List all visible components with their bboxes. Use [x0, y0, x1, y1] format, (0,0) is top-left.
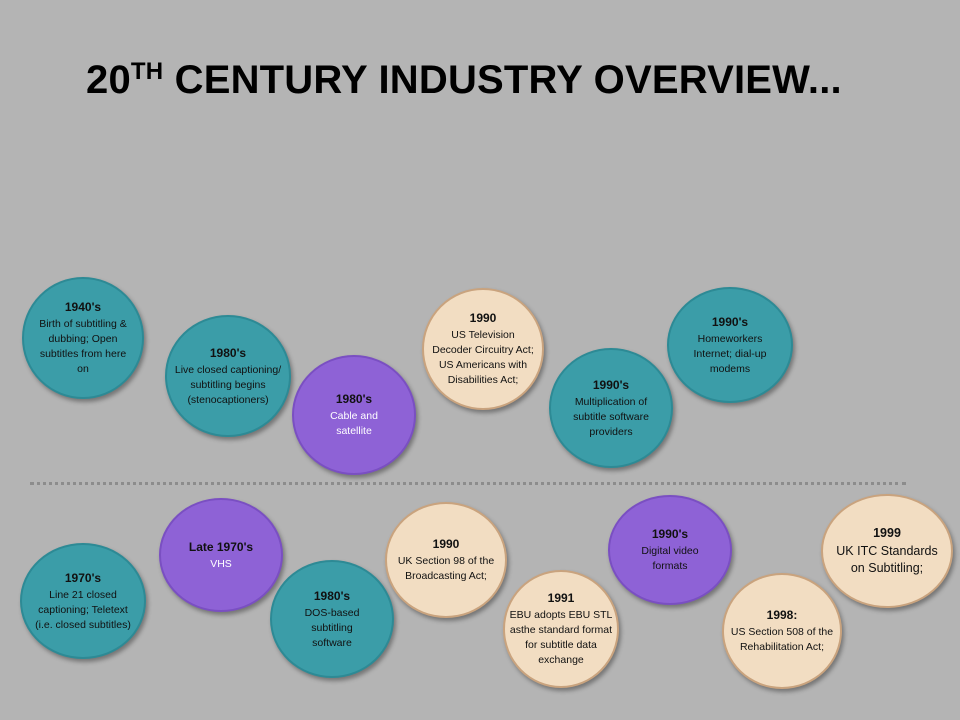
bubble-1980s-live-captioning: 1980's Live closed captioning/ subtitlin… — [165, 315, 291, 437]
bubble-1990s-digital-video: 1990's Digital video formats — [608, 495, 732, 605]
bubble-desc: Line 21 closed captioning; Teletext (i.e… — [35, 588, 131, 631]
bubble-desc: Homeworkers Internet; dial-up modems — [693, 332, 767, 375]
bubble-year: 1990's — [592, 377, 630, 392]
bubble-desc: VHS — [210, 557, 232, 570]
title-superscript: TH — [130, 58, 164, 85]
title-main: 20 — [86, 58, 131, 102]
bubble-desc: US Television Decoder Circuitry Act; US … — [432, 329, 534, 386]
bubble-1970s: 1970's Line 21 closed captioning; Telete… — [20, 543, 146, 659]
bubble-year: 1999 — [873, 526, 901, 540]
bubble-year: 1998: — [766, 608, 798, 622]
bubble-1991-ebu-stl: 1991 EBU adopts EBU STL asthe standard f… — [503, 570, 619, 688]
bubble-year: 1980's — [313, 588, 351, 603]
bubble-year: 1980's — [335, 392, 373, 406]
bubble-desc: UK Section 98 of the Broadcasting Act; — [397, 555, 495, 582]
bubble-1990s-software-providers: 1990's Multiplication of subtitle softwa… — [549, 348, 673, 468]
bubble-year: 1991 — [547, 591, 575, 605]
bubble-desc: Live closed captioning/ subtitling begin… — [174, 363, 282, 406]
bubble-desc: Digital video formats — [641, 545, 699, 572]
bubble-desc: EBU adopts EBU STL asthe standard format… — [509, 609, 613, 666]
bubble-1998-section-508: 1998: US Section 508 of the Rehabilitati… — [722, 573, 842, 689]
bubble-year: 1940's — [64, 300, 102, 314]
bubble-desc: US Section 508 of the Rehabilitation Act… — [730, 626, 834, 653]
bubble-desc: UK ITC Standards on Subtitling; — [836, 544, 938, 575]
bubble-1990s-homeworkers: 1990's Homeworkers Internet; dial-up mod… — [667, 287, 793, 403]
bubble-year: Late 1970's — [188, 539, 254, 554]
bubble-1999-uk-itc: 1999 UK ITC Standards on Subtitling; — [821, 494, 953, 608]
bubble-1990-uk-broadcasting-act: 1990 UK Section 98 of the Broadcasting A… — [385, 502, 507, 618]
bubble-desc: DOS-based subtitling software — [304, 606, 360, 649]
bubble-desc: Birth of subtitling & dubbing; Open subt… — [39, 318, 127, 375]
bubble-desc: Multiplication of subtitle software prov… — [573, 395, 649, 438]
bubble-1980s-dos-software: 1980's DOS-based subtitling software — [270, 560, 394, 678]
title-rest: CENTURY INDUSTRY OVERVIEW... — [163, 58, 842, 102]
bubble-late-1970s: Late 1970's VHS — [159, 498, 283, 612]
bubble-year: 1990 — [432, 537, 460, 551]
bubble-year: 1980's — [209, 345, 247, 360]
bubble-year: 1990 — [469, 311, 497, 325]
bubble-1980s-cable-satellite: 1980's Cable and satellite — [292, 355, 416, 475]
timeline-divider — [30, 482, 906, 485]
bubble-year: 1990's — [651, 527, 689, 541]
bubble-year: 1990's — [711, 314, 749, 329]
page-title: 20TH CENTURY INDUSTRY OVERVIEW... — [86, 58, 842, 103]
bubble-1940s: 1940's Birth of subtitling & dubbing; Op… — [22, 277, 144, 399]
bubble-1990-us-acts: 1990 US Television Decoder Circuitry Act… — [422, 288, 544, 410]
bubble-desc: Cable and satellite — [330, 410, 378, 437]
bubble-year: 1970's — [64, 570, 102, 585]
